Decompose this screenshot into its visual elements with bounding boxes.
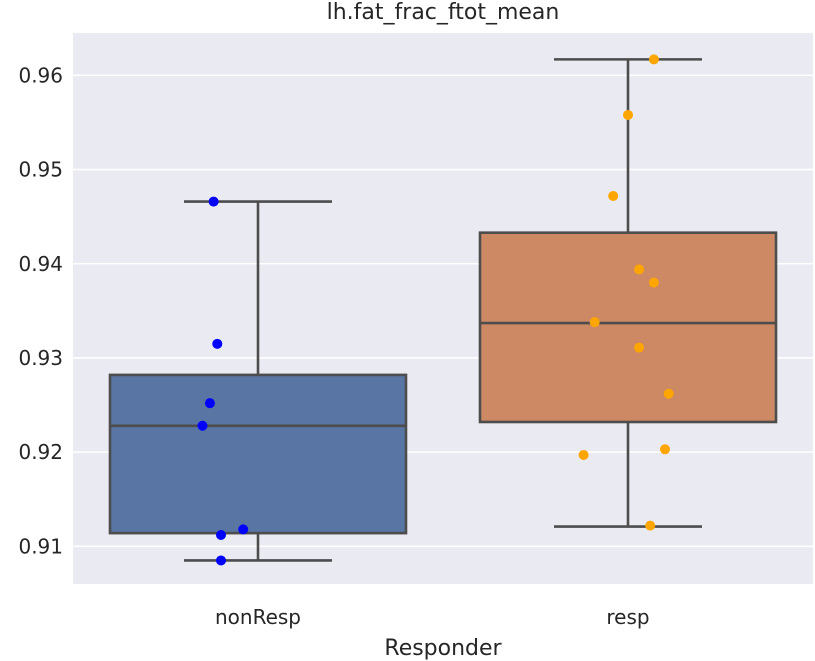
box-resp xyxy=(478,58,778,528)
data-point-resp xyxy=(648,54,659,65)
data-point-resp xyxy=(578,449,589,460)
y-tick-label: 0.94 xyxy=(18,252,63,276)
boxes xyxy=(108,58,778,562)
data-point-resp xyxy=(660,444,670,455)
y-tick-label: 0.92 xyxy=(18,440,63,464)
data-point-nonResp xyxy=(238,524,249,535)
iqr-box xyxy=(108,373,408,535)
data-point-nonResp xyxy=(216,555,226,566)
y-tick-label: 0.96 xyxy=(18,63,63,87)
x-tick-label: resp xyxy=(606,605,649,629)
x-axis-ticks: nonResp resp xyxy=(215,605,650,629)
data-point-nonResp xyxy=(204,398,215,409)
x-tick-label: nonResp xyxy=(215,605,301,629)
data-point-resp xyxy=(648,277,659,288)
data-point-nonResp xyxy=(212,338,223,349)
iqr-box xyxy=(478,231,778,424)
data-point-nonResp xyxy=(197,420,208,431)
y-axis-ticks: 0.91 0.92 0.93 0.94 0.95 0.96 xyxy=(18,63,63,558)
data-point-resp xyxy=(589,317,600,328)
chart-title: lh.fat_frac_ftot_mean xyxy=(327,0,560,25)
data-point-nonResp xyxy=(216,530,226,541)
data-point-resp xyxy=(634,264,645,275)
y-tick-label: 0.93 xyxy=(18,346,63,370)
data-point-resp xyxy=(623,109,633,120)
x-axis-title: Responder xyxy=(384,636,502,661)
data-point-resp xyxy=(608,190,619,201)
data-points xyxy=(197,54,674,566)
data-point-resp xyxy=(634,342,645,353)
y-tick-label: 0.95 xyxy=(18,158,63,182)
y-tick-label: 0.91 xyxy=(18,534,63,558)
data-point-resp xyxy=(663,388,674,399)
data-point-resp xyxy=(645,520,656,531)
data-point-nonResp xyxy=(208,196,219,207)
